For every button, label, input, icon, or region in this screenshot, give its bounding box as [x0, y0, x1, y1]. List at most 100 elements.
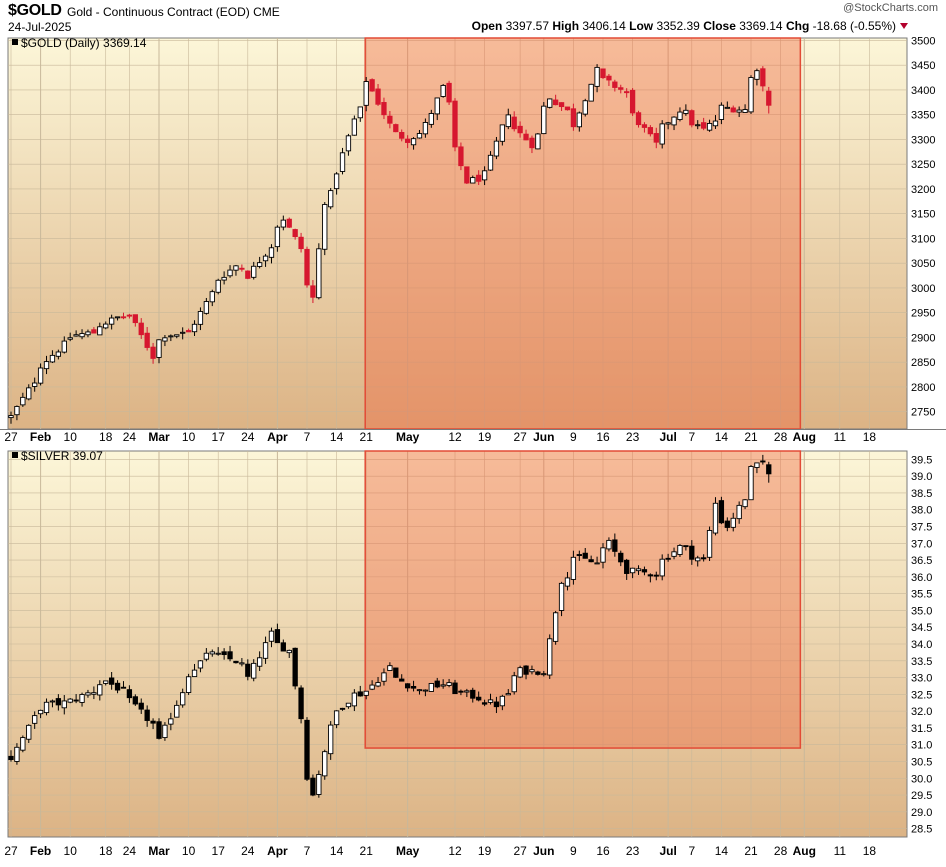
- gold-candle-body: [55, 351, 62, 357]
- silver-y-tick-label: 38.0: [911, 505, 932, 517]
- silver-legend-label: $SILVER 39.07: [21, 449, 103, 463]
- silver-candle-body: [393, 667, 399, 678]
- gold-candle-body: [493, 140, 500, 157]
- gold-candle-body: [150, 346, 156, 359]
- gold-x-tick-label: 11: [834, 430, 847, 444]
- gold-x-tick-label: Mar: [148, 430, 170, 444]
- gold-candle-body: [351, 118, 358, 136]
- silver-candle-body: [209, 651, 215, 655]
- silver-candle-body: [168, 718, 174, 725]
- silver-candle-body: [138, 702, 144, 710]
- silver-candle-body: [381, 672, 387, 682]
- gold-candle-body: [470, 177, 476, 184]
- silver-y-tick-label: 35.0: [911, 605, 932, 617]
- gold-candle-body: [209, 291, 215, 303]
- gold-highlight-box: [364, 37, 802, 430]
- silver-x-tick-label: 24: [123, 844, 137, 858]
- silver-x-tick-label: 10: [182, 844, 196, 858]
- silver-candle-body: [162, 724, 168, 739]
- silver-candle-body: [375, 682, 381, 687]
- gold-candle-body: [511, 116, 517, 130]
- silver-candle-body: [61, 700, 67, 709]
- gold-candle-body: [594, 66, 600, 87]
- gold-candle-body: [476, 174, 482, 182]
- gold-candle-body: [422, 122, 429, 135]
- silver-candle-body: [760, 460, 766, 463]
- silver-candle-body: [416, 689, 423, 692]
- silver-candle-body: [26, 724, 32, 740]
- gold-candle-body: [600, 68, 606, 79]
- stockcharts-watermark: @StockCharts.com: [843, 2, 938, 14]
- silver-candle-body: [333, 710, 340, 726]
- gold-y-tick-label: 2900: [911, 332, 935, 344]
- silver-candle-body: [671, 551, 677, 557]
- silver-candle-body: [576, 554, 582, 556]
- silver-y-tick-label: 38.5: [911, 488, 932, 500]
- gold-x-tick-label: 21: [744, 430, 758, 444]
- silver-legend: $SILVER 39.07: [12, 449, 103, 463]
- gold-x-tick-label: 16: [596, 430, 610, 444]
- silver-candle-body: [8, 755, 14, 761]
- change-value: -18.68 (-0.55%): [812, 19, 896, 33]
- silver-candle-body: [754, 462, 760, 468]
- silver-candle-body: [742, 499, 748, 508]
- gold-candle-body: [268, 247, 275, 258]
- gold-x-tick-label: 14: [330, 430, 344, 444]
- silver-x-tick-label: 28: [774, 844, 788, 858]
- gold-candle-body: [700, 122, 707, 129]
- open-label: Open: [471, 19, 503, 33]
- silver-x-tick-label: Apr: [267, 844, 288, 858]
- gold-candle-body: [126, 314, 133, 317]
- silver-candle-body: [748, 466, 754, 501]
- gold-candle-body: [481, 170, 488, 181]
- gold-candle-body: [576, 112, 582, 128]
- gold-x-tick-label: 24: [123, 430, 137, 444]
- gold-candle-body: [487, 154, 494, 171]
- high-label: High: [552, 19, 580, 33]
- gold-candle-body: [665, 122, 671, 125]
- silver-y-tick-label: 33.5: [911, 656, 932, 668]
- gold-candle-body: [103, 323, 109, 329]
- gold-candle-body: [97, 326, 103, 336]
- silver-y-tick-label: 30.0: [911, 773, 932, 785]
- silver-candle-body: [511, 675, 517, 693]
- gold-y-tick-label: 3050: [911, 258, 935, 270]
- gold-x-tick-label: 19: [478, 430, 492, 444]
- gold-y-tick-label: 3350: [911, 110, 935, 122]
- silver-candle-body: [73, 699, 79, 702]
- silver-candle-body: [37, 709, 44, 715]
- gold-candle-body: [114, 316, 121, 319]
- silver-candle-body: [452, 682, 458, 695]
- gold-x-tick-label: 24: [241, 430, 255, 444]
- gold-candle-body: [79, 333, 85, 338]
- silver-candle-body: [174, 704, 180, 718]
- quote-date: 24-Jul-2025: [8, 20, 72, 34]
- gold-candle-body: [446, 82, 452, 103]
- silver-candle-body: [612, 539, 618, 552]
- gold-candle-body: [67, 337, 73, 340]
- silver-candle-body: [665, 557, 671, 560]
- silver-y-tick-label: 34.0: [911, 639, 932, 651]
- gold-y-tick-label: 2750: [911, 407, 935, 419]
- gold-candle-body: [624, 91, 630, 94]
- gold-candle-body: [357, 106, 363, 119]
- silver-x-tick-label: 10: [64, 844, 78, 858]
- silver-candle-body: [730, 517, 736, 528]
- silver-candle-body: [535, 671, 541, 675]
- silver-candle-body: [310, 777, 316, 796]
- silver-candle-body: [262, 642, 269, 659]
- gold-y-tick-label: 3200: [911, 184, 935, 196]
- gold-y-tick-label: 3500: [911, 35, 935, 47]
- low-label: Low: [629, 19, 654, 33]
- silver-x-tick-label: 24: [241, 844, 255, 858]
- silver-candle-body: [523, 665, 529, 675]
- gold-x-tick-label: 18: [99, 430, 113, 444]
- silver-y-tick-label: 36.5: [911, 555, 932, 567]
- silver-x-tick-label: Feb: [30, 844, 51, 858]
- gold-candle-body: [434, 97, 440, 115]
- gold-candle-body: [14, 406, 20, 416]
- gold-candle-body: [168, 335, 174, 338]
- silver-candle-body: [126, 689, 133, 699]
- silver-candle-body: [606, 539, 612, 550]
- silver-y-tick-label: 32.0: [911, 706, 932, 718]
